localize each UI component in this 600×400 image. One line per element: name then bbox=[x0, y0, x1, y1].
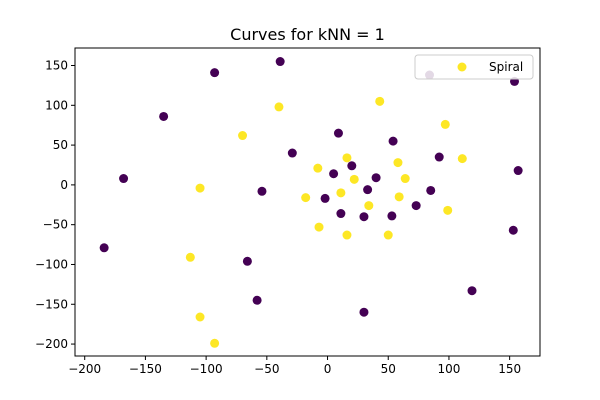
y-tick-label: 100 bbox=[45, 98, 68, 112]
data-point bbox=[383, 230, 393, 240]
y-tick-label: 50 bbox=[53, 138, 68, 152]
data-point bbox=[359, 307, 369, 317]
data-point bbox=[301, 193, 311, 203]
x-tick-label: −200 bbox=[68, 362, 101, 376]
data-point bbox=[336, 209, 346, 219]
legend-marker bbox=[457, 62, 467, 72]
data-point bbox=[342, 153, 352, 163]
y-tick-label: 0 bbox=[60, 178, 68, 192]
x-tick-label: 100 bbox=[437, 362, 460, 376]
data-point bbox=[287, 148, 297, 158]
data-point bbox=[426, 185, 436, 195]
data-point bbox=[242, 256, 252, 266]
data-point bbox=[508, 225, 518, 235]
data-point bbox=[210, 68, 220, 78]
data-point bbox=[336, 188, 346, 198]
data-point bbox=[457, 154, 467, 164]
y-tick-label: −200 bbox=[35, 337, 68, 351]
y-tick-label: 150 bbox=[45, 59, 68, 73]
data-point bbox=[434, 152, 444, 162]
data-point bbox=[364, 201, 374, 211]
data-point bbox=[185, 252, 195, 262]
data-point bbox=[99, 243, 109, 253]
data-point bbox=[363, 185, 373, 195]
y-tick-label: −50 bbox=[43, 218, 68, 232]
y-tick-label: −100 bbox=[35, 257, 68, 271]
data-point bbox=[313, 163, 323, 173]
data-point bbox=[393, 158, 403, 168]
data-point bbox=[371, 173, 381, 183]
data-point bbox=[257, 186, 267, 196]
x-tick-label: −150 bbox=[129, 362, 162, 376]
legend-label: Spiral bbox=[489, 60, 523, 74]
data-point bbox=[314, 222, 324, 232]
data-point bbox=[210, 338, 220, 348]
data-point bbox=[349, 174, 359, 184]
data-point bbox=[347, 161, 357, 171]
data-point bbox=[400, 174, 410, 184]
x-tick-label: −100 bbox=[190, 362, 223, 376]
y-tick-label: −150 bbox=[35, 297, 68, 311]
axes-layer: −200 −150 −100 −50 0 50 100 150 150 100 50 0 −50 −100… bbox=[35, 47, 541, 376]
data-point bbox=[252, 295, 262, 305]
x-tick-label: 50 bbox=[381, 362, 396, 376]
data-point bbox=[411, 201, 421, 211]
data-point bbox=[238, 131, 248, 141]
data-point bbox=[388, 136, 398, 146]
x-tick-label: 0 bbox=[324, 362, 332, 376]
plot-background bbox=[75, 48, 540, 356]
data-point bbox=[440, 119, 450, 129]
data-point bbox=[329, 169, 339, 179]
legend: Spiral bbox=[414, 54, 534, 80]
data-point bbox=[333, 128, 343, 138]
legend-box bbox=[414, 54, 534, 80]
data-point bbox=[375, 96, 385, 106]
data-point bbox=[342, 230, 352, 240]
data-point bbox=[274, 102, 284, 112]
x-tick-label: −50 bbox=[254, 362, 279, 376]
data-point bbox=[275, 57, 285, 67]
data-point bbox=[320, 193, 330, 203]
data-point bbox=[159, 111, 169, 121]
data-point bbox=[513, 166, 523, 176]
data-point bbox=[394, 192, 404, 202]
data-point bbox=[443, 205, 453, 215]
x-tick-label: 150 bbox=[498, 362, 521, 376]
plot-frame bbox=[74, 47, 541, 357]
data-point bbox=[359, 212, 369, 222]
data-point bbox=[119, 174, 129, 184]
data-point bbox=[195, 183, 205, 193]
data-point bbox=[195, 312, 205, 322]
data-point bbox=[467, 286, 477, 296]
chart-title: Curves for kNN = 1 bbox=[230, 25, 385, 44]
data-point bbox=[387, 211, 397, 221]
